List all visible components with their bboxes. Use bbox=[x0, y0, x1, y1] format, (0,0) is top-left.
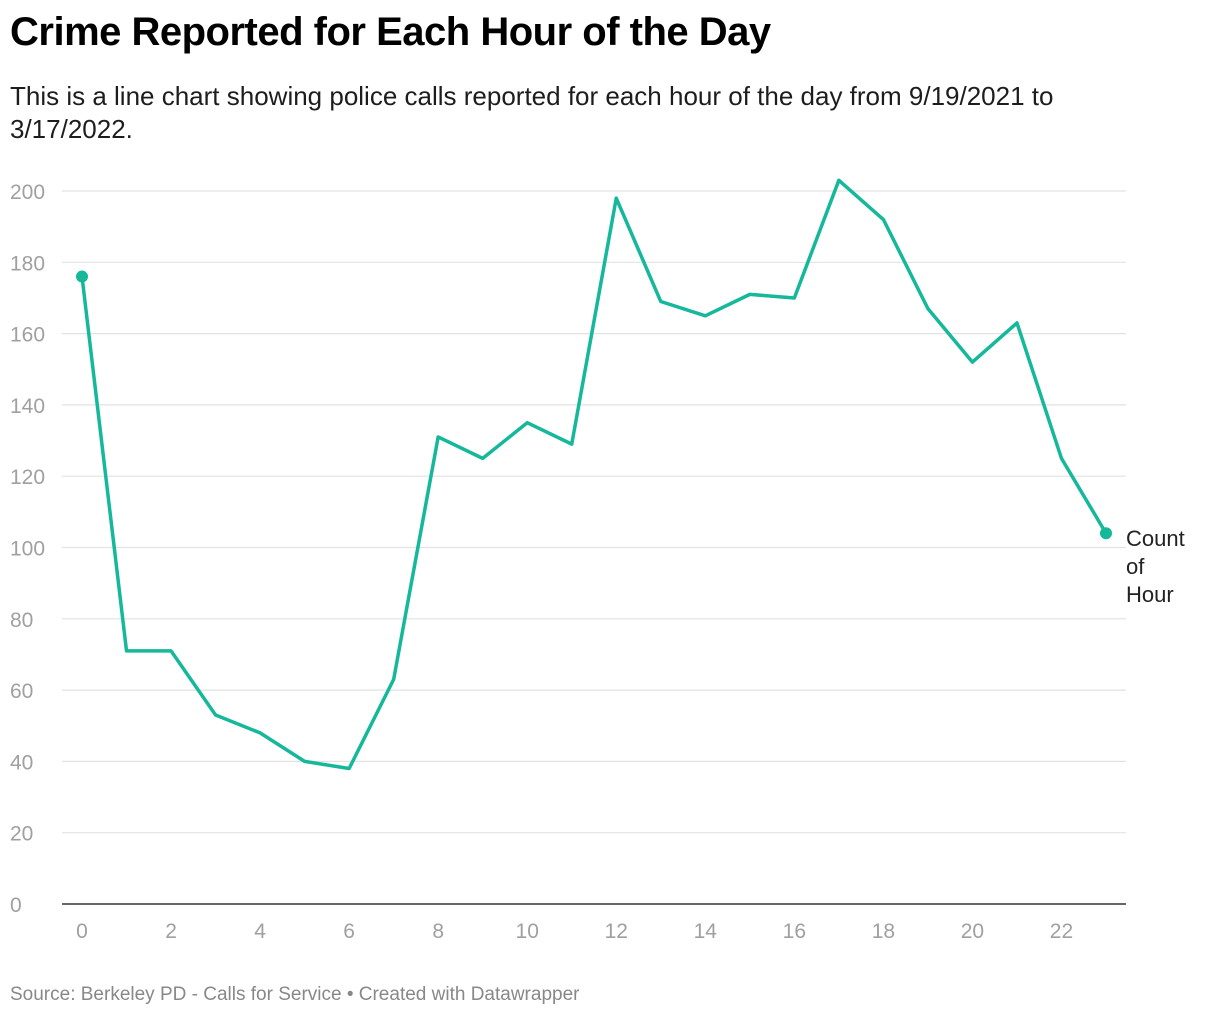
y-tick-label: 160 bbox=[10, 324, 45, 347]
line-chart: 0 20 40 60 80 100 120 140 160 180 200 0 2 4 6 8 10 12 14 1… bbox=[10, 178, 1185, 943]
y-tick-label: 0 bbox=[10, 894, 22, 917]
y-tick-label: 140 bbox=[10, 395, 45, 418]
x-tick-label: 4 bbox=[254, 920, 266, 943]
series-label-line: of bbox=[1126, 554, 1145, 579]
x-tick-label: 16 bbox=[783, 920, 806, 943]
x-tick-label: 12 bbox=[605, 920, 628, 943]
series-label-line: Hour bbox=[1126, 582, 1174, 607]
series-start-point bbox=[76, 270, 88, 283]
x-tick-label: 0 bbox=[76, 920, 88, 943]
series-line bbox=[80, 178, 1108, 771]
y-tick-label: 40 bbox=[10, 751, 33, 774]
y-tick-label: 200 bbox=[10, 181, 45, 204]
x-tick-label: 2 bbox=[165, 920, 177, 943]
series-label-line: Count bbox=[1126, 526, 1185, 551]
chart-subtitle: This is a line chart showing police call… bbox=[10, 81, 1054, 144]
x-tick-label: 20 bbox=[961, 920, 984, 943]
chart-title: Crime Reported for Each Hour of the Day bbox=[10, 10, 771, 54]
series-label-group: Count of Hour bbox=[1126, 526, 1185, 607]
y-tick-label: 20 bbox=[10, 823, 33, 846]
series-end-point bbox=[1100, 527, 1112, 540]
source-footer: Source: Berkeley PD - Calls for Service … bbox=[10, 984, 580, 1005]
y-gridlines bbox=[62, 190, 1126, 905]
x-tick-label: 14 bbox=[694, 920, 718, 943]
y-tick-label: 180 bbox=[10, 252, 45, 275]
x-tick-label: 8 bbox=[432, 920, 444, 943]
y-tick-label: 80 bbox=[10, 609, 33, 632]
x-tick-label: 18 bbox=[872, 920, 895, 943]
x-axis-tick-labels: 0 2 4 6 8 10 12 14 16 18 20 22 bbox=[76, 920, 1073, 943]
series-group bbox=[76, 178, 1112, 771]
y-tick-label: 60 bbox=[10, 680, 33, 703]
x-tick-label: 22 bbox=[1050, 920, 1073, 943]
y-tick-label: 120 bbox=[10, 466, 45, 489]
x-tick-label: 10 bbox=[516, 920, 539, 943]
y-axis-tick-labels: 0 20 40 60 80 100 120 140 160 180 200 bbox=[10, 181, 45, 917]
y-tick-label: 100 bbox=[10, 538, 45, 561]
x-tick-label: 6 bbox=[343, 920, 355, 943]
